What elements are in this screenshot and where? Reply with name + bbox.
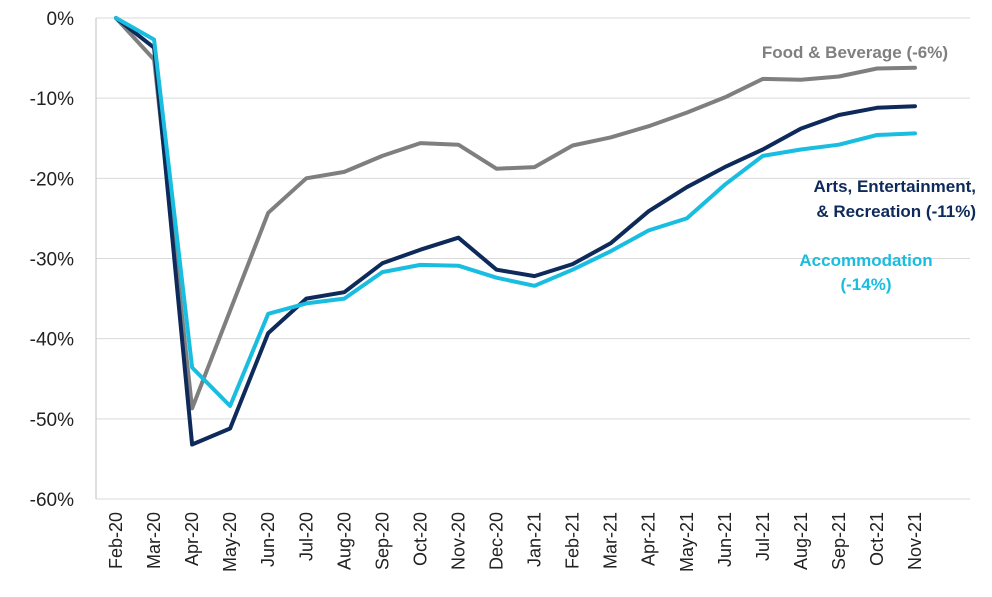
x-tick-label: Feb-21 [563, 512, 583, 569]
y-tick-label: -30% [30, 250, 74, 271]
x-tick-label: Nov-21 [905, 512, 925, 570]
y-tick-label: -20% [30, 169, 74, 190]
series-labels: Food & Beverage (-6%) Arts, Entertainment… [762, 43, 976, 294]
series-label-arts: Arts, Entertainment, [814, 177, 976, 196]
x-tick-label: May-20 [220, 512, 240, 572]
series-label-accom: (-14%) [840, 275, 891, 294]
series-label-accom: Accommodation [799, 251, 932, 270]
x-tick-label: Jul-20 [296, 512, 316, 561]
x-tick-label: Apr-20 [182, 512, 202, 566]
x-tick-label: Mar-20 [144, 512, 164, 569]
x-tick-label: Mar-21 [601, 512, 621, 569]
x-tick-label: Jun-20 [258, 512, 278, 567]
series-layer [114, 16, 917, 447]
y-tick-label: -40% [30, 330, 74, 351]
x-tick-label: Dec-20 [487, 512, 507, 570]
series-label-arts: & Recreation (-11%) [816, 202, 976, 221]
series-line-arts [114, 16, 917, 447]
x-tick-label: Nov-20 [448, 512, 468, 570]
y-tick-label: 0% [47, 9, 75, 30]
x-tick-label: May-21 [677, 512, 697, 572]
x-tick-label: Jul-21 [753, 512, 773, 561]
y-tick-label: -60% [30, 490, 74, 511]
x-tick-label: Aug-21 [791, 512, 811, 570]
x-tick-label: Apr-21 [639, 512, 659, 566]
x-tick-label: Oct-21 [867, 512, 887, 566]
x-tick-labels: Feb-20 Mar-20 Apr-20 May-20 Jun-20 Jul-20 Aug-… [106, 512, 925, 572]
x-tick-label: Feb-20 [106, 512, 126, 569]
y-tick-label: -50% [30, 410, 74, 431]
x-tick-label: Sep-21 [829, 512, 849, 570]
grid-layer [96, 17, 970, 500]
x-tick-label: Aug-20 [334, 512, 354, 570]
x-tick-label: Jan-21 [525, 512, 545, 567]
series-label-food: Food & Beverage (-6%) [762, 43, 948, 62]
x-tick-label: Oct-20 [410, 512, 430, 566]
y-tick-labels: 0% -10% -20% -30% -40% -50% -60% [30, 9, 74, 511]
x-tick-label: Sep-20 [372, 512, 392, 570]
series-line-accom [114, 16, 917, 408]
y-tick-label: -10% [30, 89, 74, 110]
series-line-food [114, 16, 917, 411]
x-tick-label: Jun-21 [715, 512, 735, 567]
